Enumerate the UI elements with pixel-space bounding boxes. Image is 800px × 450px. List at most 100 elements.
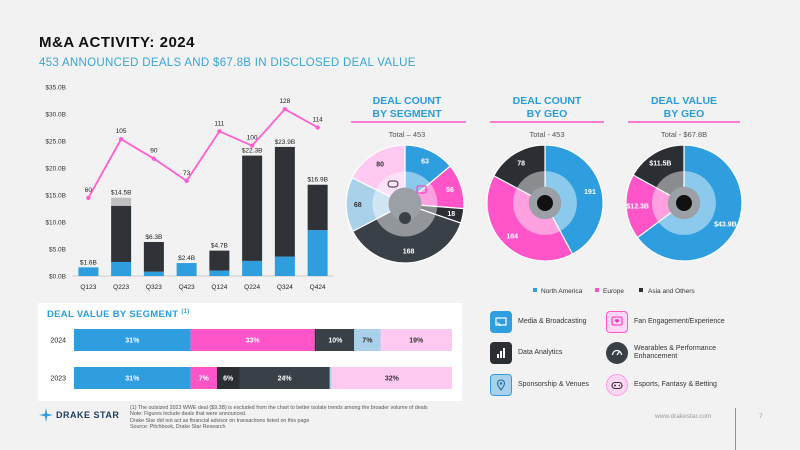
bar-segment-dark bbox=[242, 155, 263, 261]
hbar-segment bbox=[190, 329, 315, 351]
deal-count-by-geo-donut: 191 184 78 bbox=[486, 144, 604, 262]
legend-wearables: Wearables & Performance Enhancement bbox=[606, 342, 744, 364]
bar-chart-icon bbox=[490, 342, 512, 364]
bar-segment-blue bbox=[209, 270, 230, 276]
y-tick-label: $10.0B bbox=[45, 220, 66, 227]
deal-count-label: 100 bbox=[247, 135, 258, 142]
donut-slice-label: 80 bbox=[376, 161, 384, 168]
legend-swatch-europe bbox=[595, 288, 599, 292]
hbar-segment-label: 31% bbox=[125, 338, 140, 345]
drake-star-logo: DRAKE STAR bbox=[39, 408, 119, 422]
bar-segment-blue bbox=[143, 271, 164, 276]
donut-slice bbox=[351, 144, 406, 205]
donut-geocount-total: Total - 453 bbox=[529, 130, 564, 139]
x-tick-label: Q324 bbox=[277, 284, 293, 291]
donut-slice-label: 191 bbox=[584, 189, 596, 196]
globe-icon bbox=[676, 195, 692, 211]
donut-seg-total: Total – 453 bbox=[389, 130, 426, 139]
bar-value-label: $6.3B bbox=[145, 234, 162, 241]
deal-count-line bbox=[87, 108, 319, 199]
donut-slice-label: 18 bbox=[447, 211, 455, 218]
hbar-segment bbox=[190, 367, 217, 389]
bar-value-label: $23.9B bbox=[275, 139, 296, 146]
hbar-segment-label: 6% bbox=[223, 376, 234, 383]
deal-count-by-segment-donut: 63 56 18 168 68 80 bbox=[345, 144, 465, 264]
bar-value-label: $2.4B bbox=[178, 255, 195, 262]
geo-legend: North America Europe Asia and Others bbox=[533, 288, 695, 295]
bar-value-label: $1.6B bbox=[80, 259, 97, 266]
bar-value-label: $16.9B bbox=[307, 177, 328, 184]
donut-seg-title-line2: BY SEGMENT bbox=[372, 108, 442, 120]
donut-slice bbox=[544, 144, 604, 255]
hbar-segment bbox=[331, 367, 452, 389]
donut-slice bbox=[486, 174, 574, 262]
y-tick-label: $15.0B bbox=[45, 193, 66, 200]
hbar-category-label: 2024 bbox=[50, 338, 66, 345]
bar-value-label: $14.5B bbox=[111, 190, 132, 197]
donut-slice-label: 184 bbox=[506, 233, 518, 240]
legend-esports: Esports, Fantasy & Betting bbox=[606, 374, 717, 396]
x-tick-label: Q123 bbox=[80, 284, 96, 291]
quarterly-bar-chart: $0.0B $5.0B $10.0B $15.0B $20.0B $25.0B $30.0B… bbox=[45, 85, 334, 291]
donut-slice-label: 68 bbox=[354, 202, 362, 209]
donut-slice bbox=[351, 203, 462, 264]
bar-segment-dark bbox=[143, 241, 164, 272]
donut-slice-label: $43.9B bbox=[714, 221, 737, 228]
deal-count-point bbox=[249, 143, 255, 148]
hbar-category-label: 2023 bbox=[50, 376, 66, 383]
legend-media-broadcasting: Media & Broadcasting bbox=[490, 311, 586, 333]
gamepad-icon bbox=[387, 180, 399, 188]
deal-count-point bbox=[86, 195, 91, 200]
gauge-icon bbox=[606, 342, 628, 364]
globe-icon bbox=[537, 195, 553, 211]
hbar-segment-label: 7% bbox=[199, 376, 210, 383]
y-tick-label: $35.0B bbox=[45, 85, 66, 92]
hbar-segment-label: 19% bbox=[409, 338, 424, 345]
hbar-segment bbox=[216, 367, 240, 389]
donut-geocount-title-line1: DEAL COUNT bbox=[513, 95, 582, 107]
location-icon bbox=[490, 374, 512, 396]
deal-value-by-geo-donut: $43.9B $12.3B $11.5B bbox=[625, 144, 743, 262]
gauge-icon bbox=[399, 212, 411, 224]
donut-slice-label: 168 bbox=[403, 249, 415, 256]
donut-geovalue-title-line1: DEAL VALUE bbox=[651, 95, 717, 107]
legend-swatch-north-america bbox=[533, 288, 537, 292]
x-tick-label: Q423 bbox=[179, 284, 195, 291]
deal-count-label: 73 bbox=[183, 170, 191, 177]
legend-north-america: North America bbox=[541, 288, 583, 295]
gamepad-icon bbox=[606, 374, 628, 396]
y-tick-label: $30.0B bbox=[45, 112, 66, 119]
bar-segment-blue bbox=[242, 260, 263, 276]
deal-count-label: 90 bbox=[150, 148, 158, 155]
donut-seg-center bbox=[389, 188, 421, 220]
donut-slice-label: 56 bbox=[446, 187, 454, 194]
hbar-segment-label: 10% bbox=[328, 338, 343, 345]
y-tick-label: $5.0B bbox=[49, 247, 66, 254]
donut-slice-label: 63 bbox=[421, 159, 429, 166]
website-link[interactable]: www.drakestar.com bbox=[655, 413, 712, 420]
bar-segment-blue bbox=[176, 263, 197, 276]
screen-icon bbox=[490, 311, 512, 333]
legend-asia-and-others: Asia and Others bbox=[648, 288, 695, 295]
y-tick-label: $20.0B bbox=[45, 166, 66, 173]
bar-segment-blue bbox=[111, 261, 132, 276]
hbar-segment bbox=[74, 329, 191, 351]
hbar-segment bbox=[74, 367, 191, 389]
donut-slice-label: $12.3B bbox=[626, 204, 649, 211]
deal-count-label: 114 bbox=[312, 116, 323, 123]
hbar-segment-label: 24% bbox=[278, 376, 293, 383]
x-tick-label: Q323 bbox=[146, 284, 162, 291]
deal-count-label: 128 bbox=[279, 98, 290, 105]
legend-sponsorship-venues: Sponsorship & Venues bbox=[490, 374, 589, 396]
donut-slice-label: 78 bbox=[517, 161, 525, 168]
legend-fan-engagement: Fan Engagement/Experience bbox=[606, 311, 725, 333]
deal-count-label: 105 bbox=[116, 128, 127, 135]
bar-segment-dark bbox=[274, 146, 295, 257]
hbar-segment bbox=[239, 367, 330, 389]
donut-slice bbox=[492, 144, 546, 204]
deal-count-label: 60 bbox=[85, 187, 93, 194]
bar-value-label: $4.7B bbox=[211, 243, 228, 250]
hbar-segment bbox=[316, 329, 355, 351]
